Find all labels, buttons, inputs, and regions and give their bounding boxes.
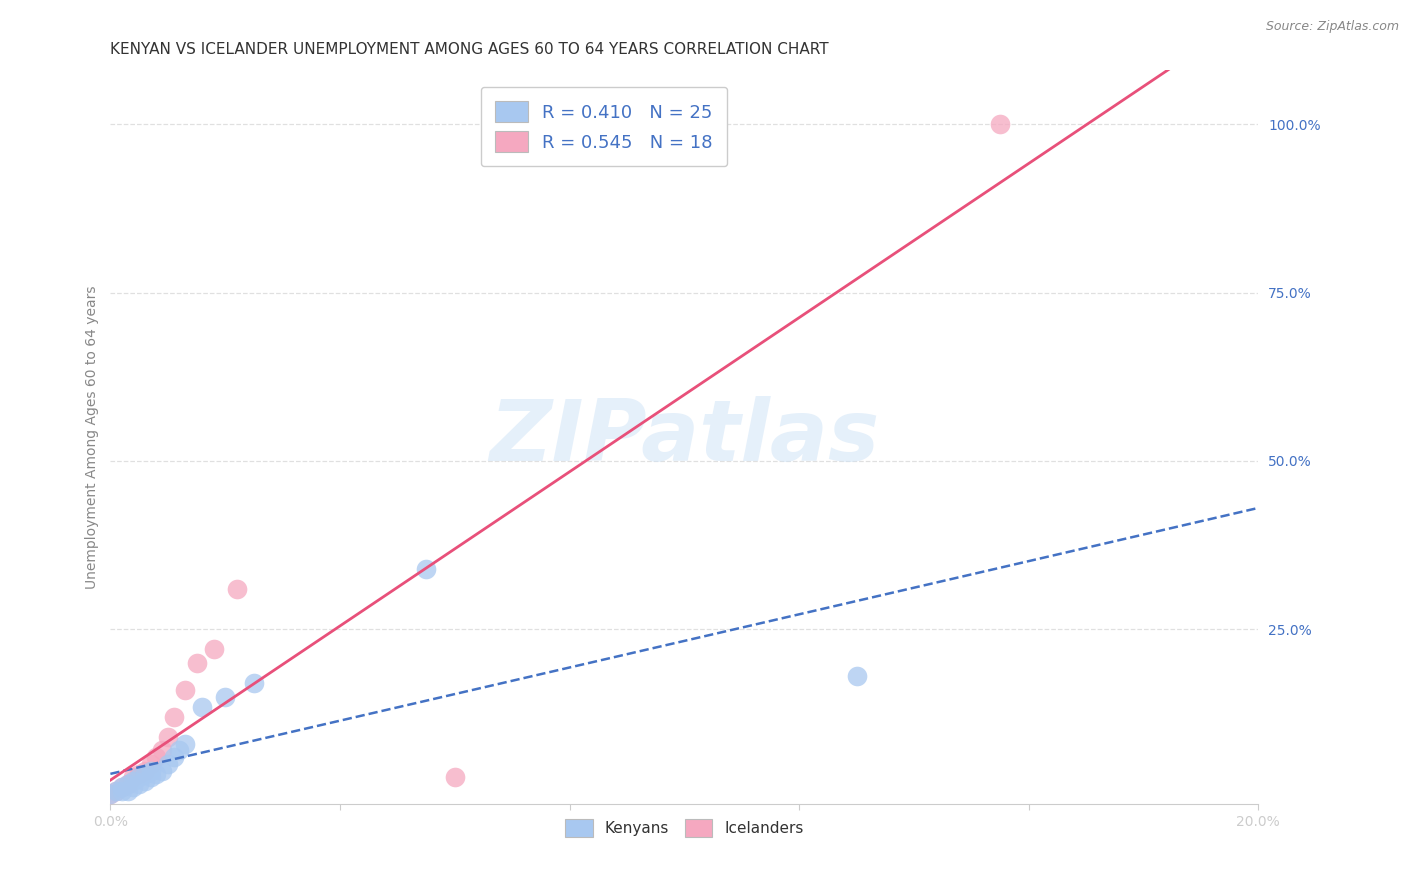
Point bbox=[225, 582, 247, 596]
Point bbox=[111, 780, 134, 795]
Point bbox=[191, 699, 214, 714]
Point bbox=[122, 771, 145, 785]
Point bbox=[122, 773, 145, 788]
Point bbox=[117, 777, 139, 791]
Point bbox=[117, 784, 139, 798]
Point bbox=[443, 771, 465, 785]
Point bbox=[111, 780, 134, 795]
Point bbox=[139, 771, 162, 785]
Point bbox=[202, 642, 225, 657]
Point bbox=[128, 771, 150, 785]
Text: Source: ZipAtlas.com: Source: ZipAtlas.com bbox=[1265, 20, 1399, 33]
Point bbox=[139, 756, 162, 771]
Point bbox=[100, 787, 122, 801]
Point bbox=[415, 562, 437, 576]
Point bbox=[134, 764, 156, 778]
Point bbox=[122, 780, 145, 795]
Point bbox=[162, 710, 184, 724]
Point bbox=[100, 787, 122, 801]
Point bbox=[105, 784, 128, 798]
Point bbox=[156, 756, 179, 771]
Point bbox=[145, 767, 167, 781]
Y-axis label: Unemployment Among Ages 60 to 64 years: Unemployment Among Ages 60 to 64 years bbox=[86, 285, 100, 589]
Point bbox=[186, 656, 208, 670]
Text: KENYAN VS ICELANDER UNEMPLOYMENT AMONG AGES 60 TO 64 YEARS CORRELATION CHART: KENYAN VS ICELANDER UNEMPLOYMENT AMONG A… bbox=[111, 42, 830, 57]
Text: ZIPatlas: ZIPatlas bbox=[489, 396, 880, 479]
Point bbox=[988, 117, 1011, 131]
Point bbox=[117, 777, 139, 791]
Point bbox=[134, 767, 156, 781]
Point bbox=[128, 777, 150, 791]
Point bbox=[162, 750, 184, 764]
Point bbox=[214, 690, 236, 704]
Point bbox=[150, 764, 173, 778]
Point bbox=[134, 773, 156, 788]
Point bbox=[128, 767, 150, 781]
Point bbox=[169, 743, 191, 757]
Point bbox=[145, 750, 167, 764]
Point bbox=[845, 669, 868, 683]
Point bbox=[243, 676, 266, 690]
Point bbox=[156, 730, 179, 744]
Point bbox=[105, 784, 128, 798]
Legend: Kenyans, Icelanders: Kenyans, Icelanders bbox=[558, 812, 811, 845]
Point bbox=[174, 682, 197, 697]
Point bbox=[139, 764, 162, 778]
Point bbox=[174, 737, 197, 751]
Point bbox=[150, 743, 173, 757]
Point bbox=[111, 784, 134, 798]
